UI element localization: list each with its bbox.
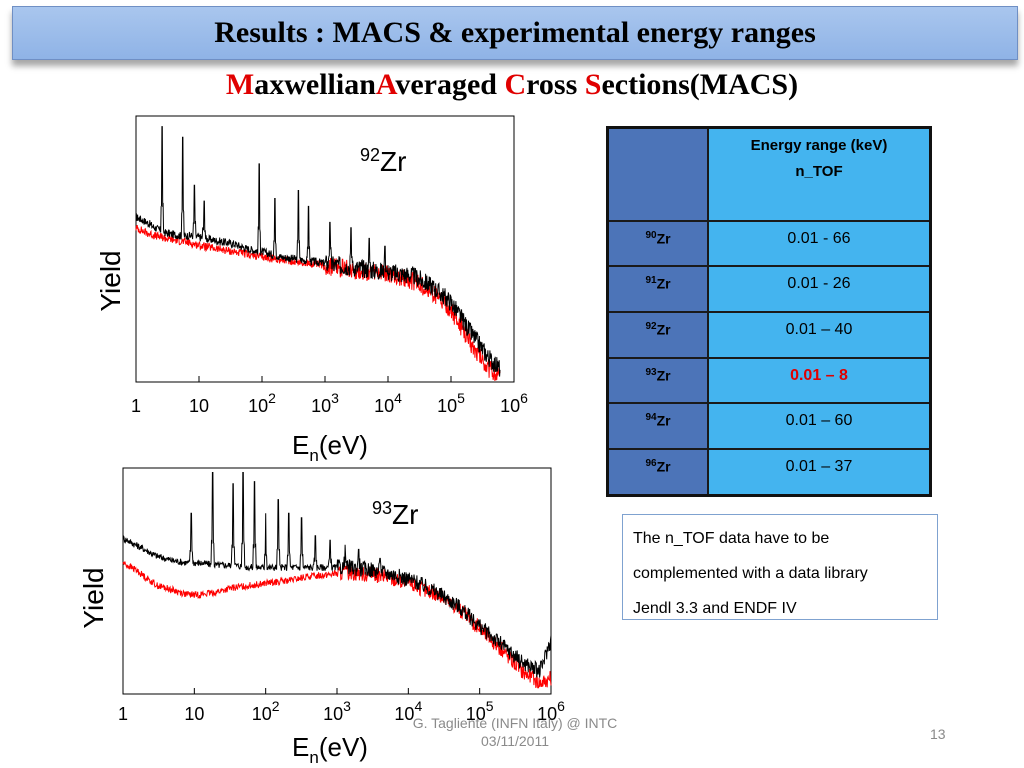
isotope-cell: 96Zr — [606, 447, 709, 497]
subtitle-axwellian: axwellian — [254, 68, 376, 101]
series-line-red — [135, 224, 501, 381]
plot-area — [135, 115, 515, 383]
x-axis-label-main: E — [292, 732, 309, 762]
y-axis-label: Yield — [95, 250, 126, 311]
range-cell: 0.01 – 40 — [707, 310, 932, 359]
note-line-2: complemented with a data library — [633, 565, 868, 582]
header-line-2: n_TOF — [795, 163, 843, 180]
isotope-symbol: Zr — [656, 321, 671, 338]
isotope-symbol: Zr — [392, 499, 418, 530]
x-tick-labels: 1 10 102 103 104 105 106 — [131, 390, 528, 416]
x-axis-label-unit: (eV) — [319, 732, 368, 762]
isotope-mass: 91 — [645, 275, 657, 287]
x-axis-label-main: E — [292, 430, 309, 460]
table-row: 92Zr 0.01 – 40 — [606, 310, 932, 359]
range-cell: 0.01 – 37 — [707, 447, 932, 497]
isotope-symbol: Zr — [656, 458, 671, 475]
series-line-black — [135, 126, 501, 377]
subtitle-c: C — [504, 68, 527, 101]
x-tick-label: 104 — [374, 390, 402, 416]
x-tick-label: 106 — [500, 390, 528, 416]
isotope-symbol: Zr — [656, 275, 671, 292]
subtitle-veraged: veraged — [395, 68, 505, 101]
x-tick-label: 102 — [252, 698, 280, 724]
table-row: 96Zr 0.01 – 37 — [606, 447, 932, 497]
isotope-cell: 90Zr — [606, 219, 709, 268]
range-cell: 0.01 – 60 — [707, 402, 932, 450]
subtitle-a: A — [375, 68, 396, 101]
x-tick-label: 103 — [311, 390, 339, 416]
isotope-mass: 92 — [360, 145, 380, 165]
header-line-1: Energy range (keV) — [750, 137, 888, 154]
range-cell: 0.01 - 26 — [707, 265, 932, 313]
series-line-black — [122, 472, 552, 678]
isotope-mass: 93 — [645, 366, 657, 378]
isotope-mass: 96 — [645, 457, 657, 469]
slide-subtitle: MaxwellianAveraged Cross Sections(MACS) — [0, 68, 1024, 102]
note-box: The n_TOF data have to be complemented w… — [622, 514, 938, 620]
footer-date: 03/11/2011 — [481, 733, 549, 749]
x-tick-label: 1 — [118, 704, 128, 724]
isotope-mass: 90 — [645, 229, 657, 241]
isotope-mass: 94 — [645, 412, 657, 424]
chart-zr93: Yield 93Zr 1 10 102 103 104 105 106 En(eV) — [78, 467, 565, 767]
x-tick-label: 1 — [131, 396, 141, 416]
range-cell-highlighted: 0.01 – 8 — [707, 356, 932, 405]
note-line-3: Jendl 3.3 and ENDF IV — [633, 600, 797, 617]
isotope-label: 93Zr — [372, 498, 418, 530]
chart-zr92: Yield 92Zr 1 10 102 103 104 105 106 En(eV) — [95, 115, 528, 465]
table-corner-cell — [606, 126, 709, 222]
table-header-cell: Energy range (keV) n_TOF — [707, 126, 932, 222]
plot-frame — [135, 115, 515, 383]
subtitle-m: M — [225, 68, 255, 101]
x-axis-label-unit: (eV) — [319, 430, 368, 460]
isotope-label: 92Zr — [360, 145, 406, 177]
x-tick-label: 102 — [248, 390, 276, 416]
footer-author: G. Tagliente (INFN Italy) @ INTC — [412, 715, 618, 731]
x-tick-label: 103 — [323, 698, 351, 724]
x-tick-label: 104 — [394, 698, 422, 724]
x-axis-label: En(eV) — [292, 732, 368, 767]
isotope-mass: 92 — [645, 320, 657, 332]
note-line-1: The n_TOF data have to be — [633, 530, 830, 547]
energy-range-table: Energy range (keV) n_TOF 90Zr 0.01 - 66 … — [606, 126, 932, 497]
plot-frame — [122, 467, 552, 695]
subtitle-ections: ections(MACS) — [601, 68, 799, 101]
isotope-mass: 93 — [372, 498, 392, 518]
subtitle-ross: ross — [526, 68, 585, 101]
table-row: 91Zr 0.01 - 26 — [606, 265, 932, 313]
plot-area — [122, 467, 552, 695]
isotope-cell: 92Zr — [606, 310, 709, 359]
x-tick-label: 106 — [537, 698, 565, 724]
y-axis-label: Yield — [78, 567, 109, 628]
isotope-symbol: Zr — [656, 367, 671, 384]
isotope-symbol: Zr — [656, 230, 671, 247]
isotope-cell: 93Zr — [606, 356, 709, 405]
isotope-cell: 91Zr — [606, 265, 709, 313]
isotope-cell: 94Zr — [606, 402, 709, 450]
subtitle-s: S — [584, 68, 602, 101]
range-cell: 0.01 - 66 — [707, 219, 932, 268]
table-row: 94Zr 0.01 – 60 — [606, 402, 932, 450]
x-tick-label: 10 — [184, 704, 204, 724]
x-tick-label: 105 — [466, 698, 494, 724]
series-line-red — [122, 561, 552, 689]
x-axis-label: En(eV) — [292, 430, 368, 465]
x-tick-label: 105 — [437, 390, 465, 416]
table-row: 93Zr 0.01 – 8 — [606, 356, 932, 405]
page-number: 13 — [930, 726, 946, 742]
footer: G. Tagliente (INFN Italy) @ INTC 03/11/2… — [370, 714, 660, 750]
x-axis-label-sub: n — [309, 748, 318, 767]
x-tick-labels: 1 10 102 103 104 105 106 — [118, 698, 565, 724]
table-row: 90Zr 0.01 - 66 — [606, 219, 932, 268]
isotope-symbol: Zr — [380, 146, 406, 177]
x-tick-label: 10 — [189, 396, 209, 416]
table-header-row: Energy range (keV) n_TOF — [606, 126, 932, 222]
isotope-symbol: Zr — [656, 412, 671, 429]
slide-title: Results : MACS & experimental energy ran… — [214, 16, 816, 49]
title-bar: Results : MACS & experimental energy ran… — [12, 6, 1018, 60]
x-axis-label-sub: n — [309, 446, 318, 465]
